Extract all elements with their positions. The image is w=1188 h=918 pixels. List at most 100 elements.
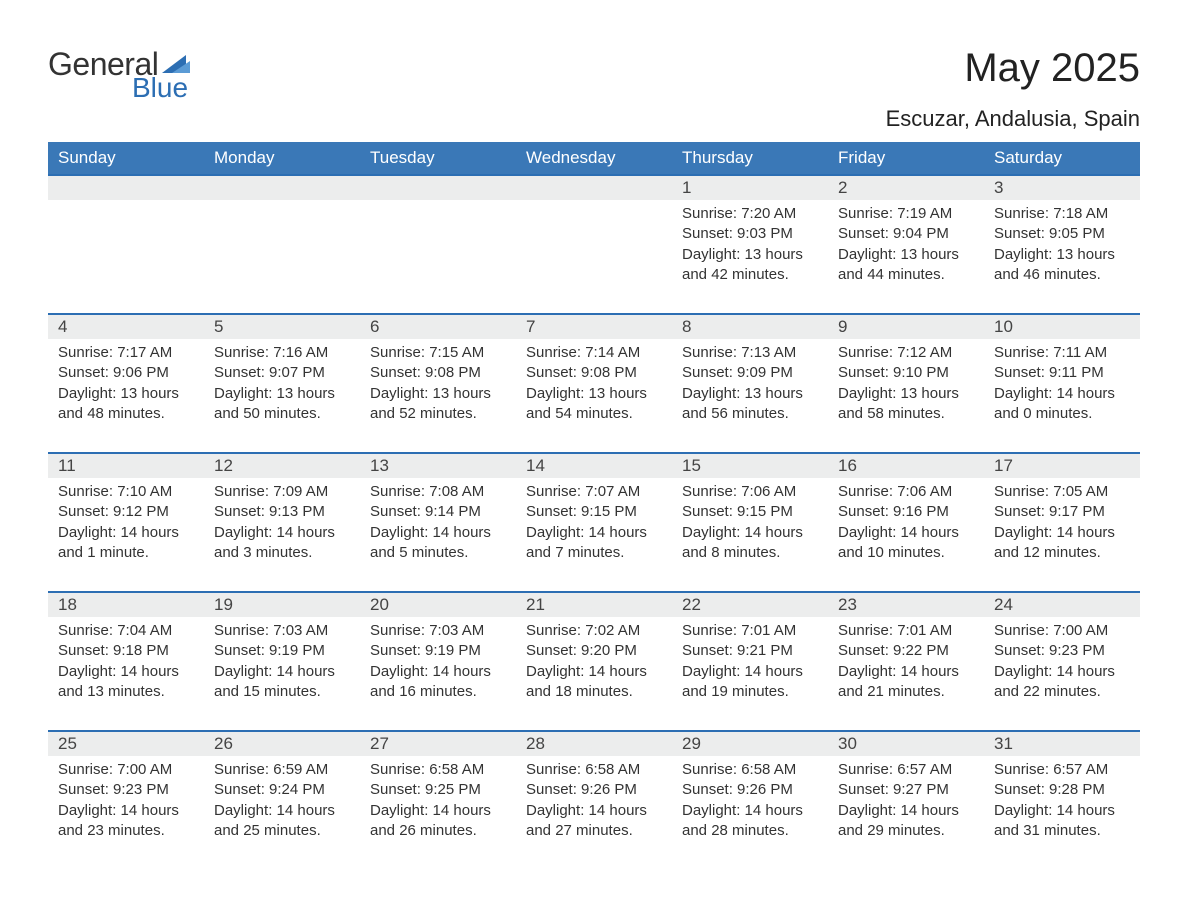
day-number-cell: 26 xyxy=(204,731,360,756)
sunset-text: Sunset: 9:26 PM xyxy=(526,780,662,800)
sunrise-text: Sunrise: 7:15 AM xyxy=(370,343,506,363)
day-number-cell: 12 xyxy=(204,453,360,478)
day-number-cell: 16 xyxy=(828,453,984,478)
day-detail-cell: Sunrise: 6:58 AMSunset: 9:26 PMDaylight:… xyxy=(516,756,672,869)
daylight-text: Daylight: 14 hours and 15 minutes. xyxy=(214,662,350,703)
day-detail-cell: Sunrise: 7:08 AMSunset: 9:14 PMDaylight:… xyxy=(360,478,516,592)
day-number-cell: 17 xyxy=(984,453,1140,478)
day-detail-cell: Sunrise: 6:58 AMSunset: 9:26 PMDaylight:… xyxy=(672,756,828,869)
daylight-text: Daylight: 14 hours and 13 minutes. xyxy=(58,662,194,703)
day-number-cell: 11 xyxy=(48,453,204,478)
day-number-cell xyxy=(360,175,516,200)
sunrise-text: Sunrise: 7:06 AM xyxy=(838,482,974,502)
day-detail-cell: Sunrise: 7:02 AMSunset: 9:20 PMDaylight:… xyxy=(516,617,672,731)
day-detail-cell: Sunrise: 6:58 AMSunset: 9:25 PMDaylight:… xyxy=(360,756,516,869)
sunset-text: Sunset: 9:19 PM xyxy=(370,641,506,661)
sunset-text: Sunset: 9:04 PM xyxy=(838,224,974,244)
sunset-text: Sunset: 9:11 PM xyxy=(994,363,1130,383)
day-number-cell: 21 xyxy=(516,592,672,617)
daylight-text: Daylight: 14 hours and 29 minutes. xyxy=(838,801,974,842)
sunrise-text: Sunrise: 6:58 AM xyxy=(370,760,506,780)
day-number-cell: 28 xyxy=(516,731,672,756)
day-detail-cell: Sunrise: 7:01 AMSunset: 9:21 PMDaylight:… xyxy=(672,617,828,731)
day-detail-cell: Sunrise: 7:10 AMSunset: 9:12 PMDaylight:… xyxy=(48,478,204,592)
sunrise-text: Sunrise: 6:58 AM xyxy=(682,760,818,780)
sunrise-text: Sunrise: 7:20 AM xyxy=(682,204,818,224)
detail-row: Sunrise: 7:00 AMSunset: 9:23 PMDaylight:… xyxy=(48,756,1140,869)
daylight-text: Daylight: 14 hours and 7 minutes. xyxy=(526,523,662,564)
sunrise-text: Sunrise: 6:57 AM xyxy=(838,760,974,780)
day-number-cell: 13 xyxy=(360,453,516,478)
day-number-cell: 18 xyxy=(48,592,204,617)
daylight-text: Daylight: 14 hours and 19 minutes. xyxy=(682,662,818,703)
day-detail-cell: Sunrise: 7:14 AMSunset: 9:08 PMDaylight:… xyxy=(516,339,672,453)
calendar-page: General Blue May 2025 Escuzar, Andalusia… xyxy=(0,0,1188,909)
sunset-text: Sunset: 9:12 PM xyxy=(58,502,194,522)
daynum-row: 18192021222324 xyxy=(48,592,1140,617)
sunset-text: Sunset: 9:06 PM xyxy=(58,363,194,383)
daynum-row: 45678910 xyxy=(48,314,1140,339)
sunset-text: Sunset: 9:05 PM xyxy=(994,224,1130,244)
detail-row: Sunrise: 7:04 AMSunset: 9:18 PMDaylight:… xyxy=(48,617,1140,731)
detail-row: Sunrise: 7:17 AMSunset: 9:06 PMDaylight:… xyxy=(48,339,1140,453)
day-detail-cell: Sunrise: 7:18 AMSunset: 9:05 PMDaylight:… xyxy=(984,200,1140,314)
daylight-text: Daylight: 14 hours and 0 minutes. xyxy=(994,384,1130,425)
day-detail-cell xyxy=(516,200,672,314)
calendar-body: 123Sunrise: 7:20 AMSunset: 9:03 PMDaylig… xyxy=(48,175,1140,869)
day-detail-cell xyxy=(204,200,360,314)
daylight-text: Daylight: 14 hours and 22 minutes. xyxy=(994,662,1130,703)
day-detail-cell: Sunrise: 7:11 AMSunset: 9:11 PMDaylight:… xyxy=(984,339,1140,453)
day-number-cell xyxy=(204,175,360,200)
sunset-text: Sunset: 9:07 PM xyxy=(214,363,350,383)
sunset-text: Sunset: 9:15 PM xyxy=(682,502,818,522)
sunset-text: Sunset: 9:03 PM xyxy=(682,224,818,244)
sunrise-text: Sunrise: 7:11 AM xyxy=(994,343,1130,363)
day-number-cell: 24 xyxy=(984,592,1140,617)
day-detail-cell: Sunrise: 7:04 AMSunset: 9:18 PMDaylight:… xyxy=(48,617,204,731)
sunrise-text: Sunrise: 7:04 AM xyxy=(58,621,194,641)
sunset-text: Sunset: 9:19 PM xyxy=(214,641,350,661)
day-number-cell: 14 xyxy=(516,453,672,478)
sunrise-text: Sunrise: 7:05 AM xyxy=(994,482,1130,502)
day-number-cell: 27 xyxy=(360,731,516,756)
sunrise-text: Sunrise: 7:08 AM xyxy=(370,482,506,502)
daylight-text: Daylight: 14 hours and 5 minutes. xyxy=(370,523,506,564)
day-number-cell: 9 xyxy=(828,314,984,339)
day-detail-cell: Sunrise: 7:00 AMSunset: 9:23 PMDaylight:… xyxy=(984,617,1140,731)
weekday-header: Friday xyxy=(828,142,984,175)
daylight-text: Daylight: 14 hours and 10 minutes. xyxy=(838,523,974,564)
sunset-text: Sunset: 9:23 PM xyxy=(994,641,1130,661)
daylight-text: Daylight: 13 hours and 56 minutes. xyxy=(682,384,818,425)
day-number-cell: 4 xyxy=(48,314,204,339)
day-number-cell: 20 xyxy=(360,592,516,617)
day-number-cell: 25 xyxy=(48,731,204,756)
day-detail-cell: Sunrise: 7:05 AMSunset: 9:17 PMDaylight:… xyxy=(984,478,1140,592)
logo: General Blue xyxy=(48,48,190,102)
daylight-text: Daylight: 14 hours and 31 minutes. xyxy=(994,801,1130,842)
day-detail-cell: Sunrise: 6:59 AMSunset: 9:24 PMDaylight:… xyxy=(204,756,360,869)
sunset-text: Sunset: 9:25 PM xyxy=(370,780,506,800)
location-label: Escuzar, Andalusia, Spain xyxy=(886,106,1140,132)
sunrise-text: Sunrise: 7:06 AM xyxy=(682,482,818,502)
day-detail-cell: Sunrise: 7:20 AMSunset: 9:03 PMDaylight:… xyxy=(672,200,828,314)
sunrise-text: Sunrise: 7:03 AM xyxy=(370,621,506,641)
daylight-text: Daylight: 14 hours and 16 minutes. xyxy=(370,662,506,703)
day-detail-cell: Sunrise: 7:12 AMSunset: 9:10 PMDaylight:… xyxy=(828,339,984,453)
month-title: May 2025 xyxy=(886,48,1140,88)
daylight-text: Daylight: 14 hours and 26 minutes. xyxy=(370,801,506,842)
sunset-text: Sunset: 9:26 PM xyxy=(682,780,818,800)
logo-word-blue: Blue xyxy=(132,74,190,102)
detail-row: Sunrise: 7:20 AMSunset: 9:03 PMDaylight:… xyxy=(48,200,1140,314)
sunset-text: Sunset: 9:09 PM xyxy=(682,363,818,383)
sunrise-text: Sunrise: 7:03 AM xyxy=(214,621,350,641)
day-detail-cell: Sunrise: 6:57 AMSunset: 9:27 PMDaylight:… xyxy=(828,756,984,869)
day-detail-cell: Sunrise: 7:00 AMSunset: 9:23 PMDaylight:… xyxy=(48,756,204,869)
day-detail-cell: Sunrise: 7:16 AMSunset: 9:07 PMDaylight:… xyxy=(204,339,360,453)
daylight-text: Daylight: 14 hours and 25 minutes. xyxy=(214,801,350,842)
sunset-text: Sunset: 9:13 PM xyxy=(214,502,350,522)
sunrise-text: Sunrise: 7:02 AM xyxy=(526,621,662,641)
daylight-text: Daylight: 14 hours and 23 minutes. xyxy=(58,801,194,842)
day-detail-cell: Sunrise: 7:01 AMSunset: 9:22 PMDaylight:… xyxy=(828,617,984,731)
day-detail-cell: Sunrise: 7:13 AMSunset: 9:09 PMDaylight:… xyxy=(672,339,828,453)
weekday-header: Tuesday xyxy=(360,142,516,175)
